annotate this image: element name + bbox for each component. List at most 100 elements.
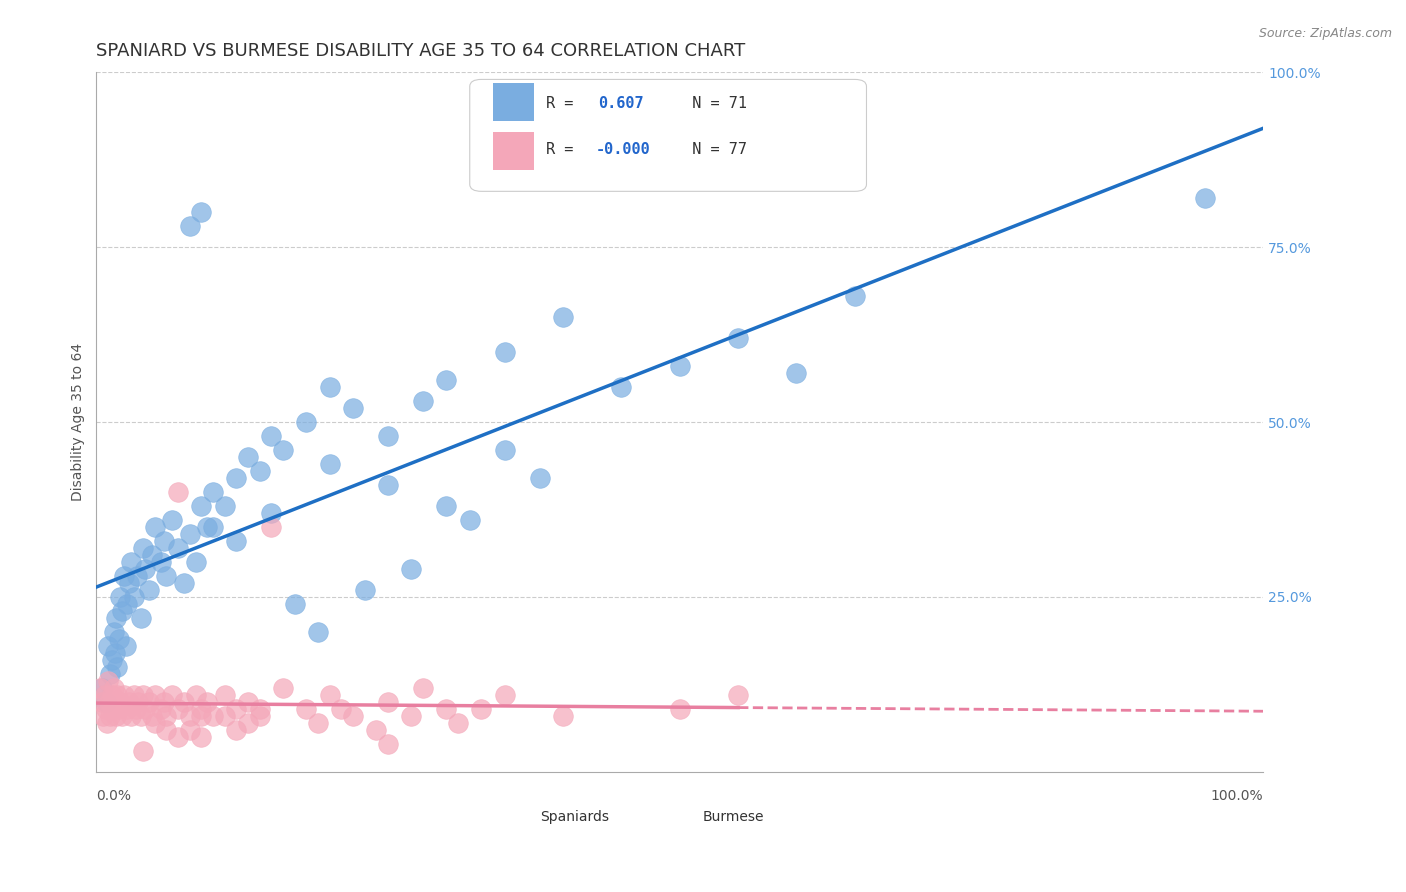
Point bbox=[107, 702, 129, 716]
Point bbox=[236, 715, 259, 730]
Text: 100.0%: 100.0% bbox=[1211, 789, 1263, 803]
Point bbox=[105, 709, 128, 723]
Point bbox=[100, 653, 122, 667]
Point bbox=[377, 737, 399, 751]
Point bbox=[470, 702, 492, 716]
Point bbox=[91, 695, 114, 709]
Point bbox=[97, 639, 120, 653]
Point bbox=[118, 576, 141, 591]
Point bbox=[89, 681, 111, 695]
Point bbox=[138, 695, 160, 709]
Point bbox=[104, 695, 127, 709]
Text: N = 71: N = 71 bbox=[673, 96, 747, 112]
Point bbox=[447, 715, 470, 730]
Point bbox=[202, 520, 225, 534]
Text: Spaniards: Spaniards bbox=[540, 810, 609, 824]
Point bbox=[100, 688, 122, 702]
Point bbox=[195, 695, 218, 709]
Point bbox=[436, 499, 458, 513]
Point bbox=[401, 709, 423, 723]
Point bbox=[134, 702, 156, 716]
Point bbox=[122, 590, 145, 604]
Point bbox=[202, 485, 225, 500]
Point bbox=[202, 709, 225, 723]
Point bbox=[91, 681, 114, 695]
Point bbox=[115, 597, 138, 611]
Point bbox=[668, 702, 690, 716]
Text: SPANIARD VS BURMESE DISABILITY AGE 35 TO 64 CORRELATION CHART: SPANIARD VS BURMESE DISABILITY AGE 35 TO… bbox=[97, 42, 745, 60]
FancyBboxPatch shape bbox=[494, 132, 534, 170]
Point bbox=[214, 499, 236, 513]
Point bbox=[105, 660, 128, 674]
Point bbox=[143, 715, 166, 730]
Point bbox=[412, 681, 434, 695]
FancyBboxPatch shape bbox=[673, 809, 700, 826]
Point bbox=[160, 513, 183, 527]
Point bbox=[179, 219, 201, 234]
Text: -0.000: -0.000 bbox=[596, 142, 651, 157]
Point bbox=[236, 695, 259, 709]
Point bbox=[118, 695, 141, 709]
Point bbox=[249, 464, 271, 478]
Point bbox=[271, 443, 294, 458]
Point bbox=[494, 443, 516, 458]
Point bbox=[108, 590, 131, 604]
Point bbox=[236, 450, 259, 464]
Point bbox=[342, 401, 364, 416]
Point bbox=[160, 688, 183, 702]
Point bbox=[184, 688, 207, 702]
Point bbox=[260, 429, 283, 443]
Point bbox=[173, 576, 195, 591]
Point bbox=[114, 639, 136, 653]
Point bbox=[103, 681, 125, 695]
Point bbox=[377, 478, 399, 492]
Point bbox=[96, 715, 118, 730]
Point bbox=[111, 709, 134, 723]
Point bbox=[668, 359, 690, 374]
Point bbox=[610, 380, 633, 394]
Point bbox=[179, 709, 201, 723]
Point bbox=[179, 723, 201, 737]
Point bbox=[167, 702, 190, 716]
Point bbox=[134, 562, 156, 576]
Point bbox=[295, 702, 318, 716]
Point bbox=[401, 562, 423, 576]
Point bbox=[190, 702, 212, 716]
Point bbox=[143, 688, 166, 702]
Point bbox=[112, 569, 135, 583]
Point bbox=[149, 702, 172, 716]
FancyBboxPatch shape bbox=[470, 79, 866, 191]
Point bbox=[94, 695, 117, 709]
Y-axis label: Disability Age 35 to 64: Disability Age 35 to 64 bbox=[72, 343, 86, 501]
Point bbox=[319, 688, 342, 702]
Point bbox=[120, 555, 142, 569]
Point bbox=[105, 688, 128, 702]
Point bbox=[307, 624, 329, 639]
Point bbox=[529, 471, 551, 485]
Point bbox=[412, 394, 434, 409]
Point bbox=[143, 520, 166, 534]
Point bbox=[271, 681, 294, 695]
Point bbox=[101, 702, 124, 716]
Point bbox=[155, 569, 177, 583]
Point bbox=[436, 373, 458, 387]
Point bbox=[284, 597, 307, 611]
Point bbox=[103, 624, 125, 639]
Point bbox=[225, 723, 247, 737]
Point bbox=[155, 709, 177, 723]
Point bbox=[785, 366, 807, 380]
Point bbox=[93, 688, 115, 702]
Point bbox=[108, 695, 131, 709]
Point bbox=[167, 730, 190, 744]
Point bbox=[225, 471, 247, 485]
Point bbox=[225, 534, 247, 549]
Point bbox=[111, 604, 134, 618]
Text: 0.0%: 0.0% bbox=[97, 789, 131, 803]
Text: Burmese: Burmese bbox=[703, 810, 765, 824]
Point bbox=[551, 709, 574, 723]
Point bbox=[173, 695, 195, 709]
Point bbox=[319, 380, 342, 394]
Point bbox=[727, 688, 749, 702]
Point bbox=[129, 611, 152, 625]
Point bbox=[377, 695, 399, 709]
